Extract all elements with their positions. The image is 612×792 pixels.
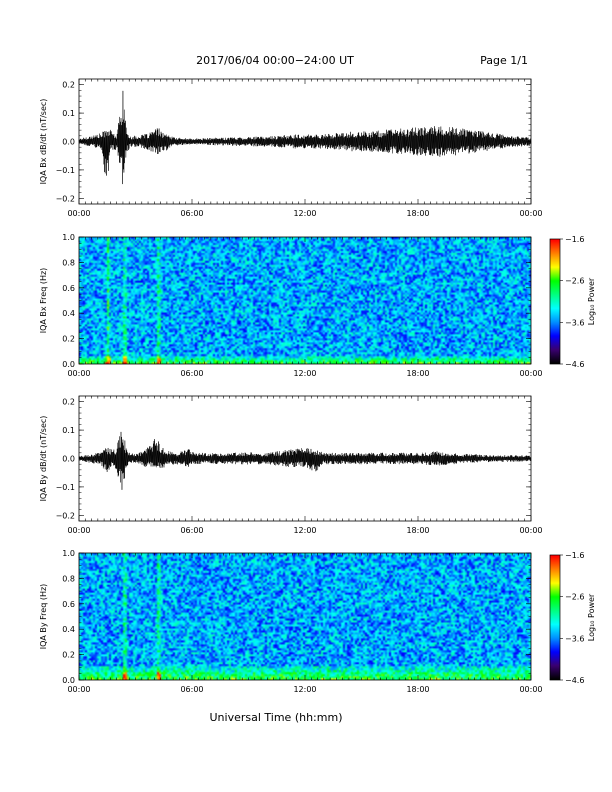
by-spectrogram-ytick-label: 0.0: [62, 676, 75, 685]
bx-spectrogram-ytick-label: 0.2: [62, 335, 75, 344]
bx-colorbar-label: Log₁₀ Power: [587, 277, 596, 325]
bx-spectrogram-xtick-label: 00:00: [519, 369, 542, 378]
by-spectrogram-xtick-label: 00:00: [519, 685, 542, 694]
bx-dbdt-panel: −0.2 −0.1 0.0 0.1 0.2 00:00 06:00 12:00 18:00 00…: [39, 78, 543, 218]
bx-spectrogram-xtick-label: 00:00: [67, 369, 90, 378]
by-spectrogram-xtick-label: 12:00: [293, 685, 316, 694]
bx-spectrogram-ytick-label: 0.0: [62, 360, 75, 369]
bx-spectrogram-xtick-label: 18:00: [406, 369, 429, 378]
by-spectrogram-xtick-label: 06:00: [180, 685, 203, 694]
by-dbdt-ytick-label: 0.0: [62, 455, 75, 464]
bx-dbdt-xtick-label: 06:00: [180, 209, 203, 218]
bx-dbdt-ytick-label: 0.1: [62, 109, 75, 118]
bx-dbdt-ytick-label: 0.2: [62, 81, 75, 90]
by-colorbar-frame: [549, 554, 561, 681]
bx-spectrogram-image: [79, 237, 531, 364]
bx-dbdt-trace-line: [78, 90, 532, 185]
bx-spectrogram-ytick-label: 0.4: [62, 309, 75, 318]
bx-spectrogram-ytick-label: 1.0: [62, 233, 75, 242]
bx-colorbar-frame: [549, 238, 561, 365]
by-dbdt-trace: [78, 431, 532, 490]
by-dbdt-ytick-label: 0.2: [62, 398, 75, 407]
by-colorbar-label: Log₁₀ Power: [587, 593, 596, 641]
by-spectrogram-panel: 0.0 0.2 0.4 0.6 0.8 1.0 00:00 06:00 12:00 18:00 0…: [39, 549, 596, 694]
by-dbdt-axis-ticks: [78, 396, 532, 521]
by-spectrogram-ytick-label: 0.6: [62, 600, 75, 609]
by-spectrogram-ytick-label: 0.2: [62, 651, 75, 660]
bx-spectrogram-ytick-label: 0.8: [62, 258, 75, 267]
figure-title: 2017/06/04 00:00−24:00 UT: [196, 54, 354, 67]
bx-spectrogram-xtick-label: 12:00: [293, 369, 316, 378]
bx-colorbar: [550, 239, 560, 364]
by-dbdt-panel: −0.2 −0.1 0.0 0.1 0.2 00:00 06:00 12:00 18:00 00…: [39, 395, 543, 535]
by-colorbar: [550, 555, 560, 680]
bx-spectrogram-colorbar-tick-label: −2.6: [565, 277, 584, 286]
by-spectrogram-colorbar-tick-label: −2.6: [565, 593, 584, 602]
x-axis-title: Universal Time (hh:mm): [210, 711, 343, 724]
by-spectrogram-ytick-label: 1.0: [62, 549, 75, 558]
bx-dbdt-ytick-label: 0.0: [62, 138, 75, 147]
by-spectrogram-axis-ticks: [78, 552, 532, 681]
by-spectrogram-xtick-label: 00:00: [67, 685, 90, 694]
by-dbdt-ytick-label: −0.2: [56, 511, 75, 520]
by-spectrogram-xtick-label: 18:00: [406, 685, 429, 694]
by-spectrogram-ylabel: IQA By Freq (Hz): [39, 584, 48, 650]
by-dbdt-ytick-label: 0.1: [62, 426, 75, 435]
bx-spectrogram-ytick-label: 0.6: [62, 284, 75, 293]
bx-spectrogram-colorbar-tick-label: −1.6: [565, 235, 584, 244]
by-dbdt-xtick-label: 00:00: [519, 526, 542, 535]
bx-dbdt-axis-ticks: [78, 79, 532, 204]
by-spectrogram-colorbar-tick-label: −4.6: [565, 676, 584, 685]
bx-spectrogram-colorbar-tick-label: −4.6: [565, 360, 584, 369]
bx-dbdt-ytick-label: −0.1: [56, 166, 75, 175]
by-spectrogram-ytick-label: 0.4: [62, 625, 75, 634]
by-dbdt-xtick-label: 18:00: [406, 526, 429, 535]
by-dbdt-xtick-label: 06:00: [180, 526, 203, 535]
bx-dbdt-ytick-label: −0.2: [56, 194, 75, 203]
by-dbdt-ylabel: IQA By dB/dt (nT/sec): [39, 416, 48, 502]
bx-dbdt-trace: [78, 90, 532, 185]
bx-dbdt-ylabel: IQA Bx dB/dt (nT/sec): [39, 99, 48, 185]
bx-dbdt-xtick-label: 12:00: [293, 209, 316, 218]
bx-spectrogram-ylabel: IQA Bx Freq (Hz): [39, 268, 48, 334]
by-dbdt-xtick-label: 00:00: [67, 526, 90, 535]
by-spectrogram-colorbar-tick-label: −3.6: [565, 634, 584, 643]
by-dbdt-ytick-label: −0.1: [56, 483, 75, 492]
bx-spectrogram-colorbar-tick-label: −3.6: [565, 318, 584, 327]
by-spectrogram-colorbar-tick-label: −1.6: [565, 551, 584, 560]
by-spectrogram-ytick-label: 0.8: [62, 574, 75, 583]
bx-spectrogram-panel: 0.0 0.2 0.4 0.6 0.8 1.0 00:00 06:00 12:00 18:00 0…: [39, 233, 596, 378]
bx-spectrogram-axis-ticks: [78, 236, 532, 365]
by-dbdt-xtick-label: 12:00: [293, 526, 316, 535]
bx-dbdt-xtick-label: 18:00: [406, 209, 429, 218]
by-spectrogram-image: [79, 553, 531, 680]
bx-spectrogram-xtick-label: 06:00: [180, 369, 203, 378]
bx-dbdt-xtick-label: 00:00: [519, 209, 542, 218]
bx-dbdt-xtick-label: 00:00: [67, 209, 90, 218]
page-indicator: Page 1/1: [480, 54, 528, 67]
by-dbdt-trace-line: [78, 431, 532, 490]
